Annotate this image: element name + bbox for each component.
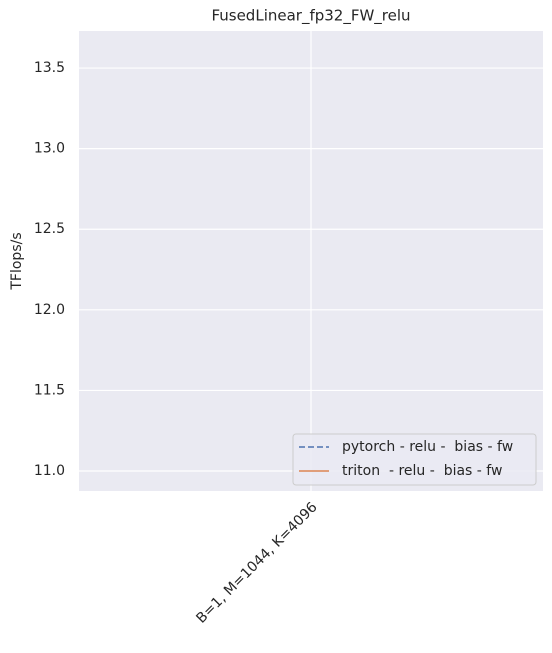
y-tick-label: 12.5 <box>34 221 65 237</box>
y-axis-label: TFlops/s <box>9 232 25 290</box>
legend-box <box>292 433 537 486</box>
legend-label: triton - relu - bias - fw <box>342 463 502 479</box>
y-tick-label: 11.5 <box>34 382 65 398</box>
x-tick-label: B=1, M=1044, K=4096 <box>193 499 320 626</box>
chart-title: FusedLinear_fp32_FW_relu <box>211 7 410 26</box>
legend: pytorch - relu - bias - fw triton - relu … <box>292 433 537 486</box>
legend-label: pytorch - relu - bias - fw <box>342 439 513 455</box>
grid <box>79 31 543 491</box>
y-tick-label: 11.0 <box>34 463 65 479</box>
y-tick-label: 13.5 <box>34 60 65 76</box>
y-tick-label: 12.0 <box>34 302 65 318</box>
y-tick-label: 13.0 <box>34 141 65 157</box>
